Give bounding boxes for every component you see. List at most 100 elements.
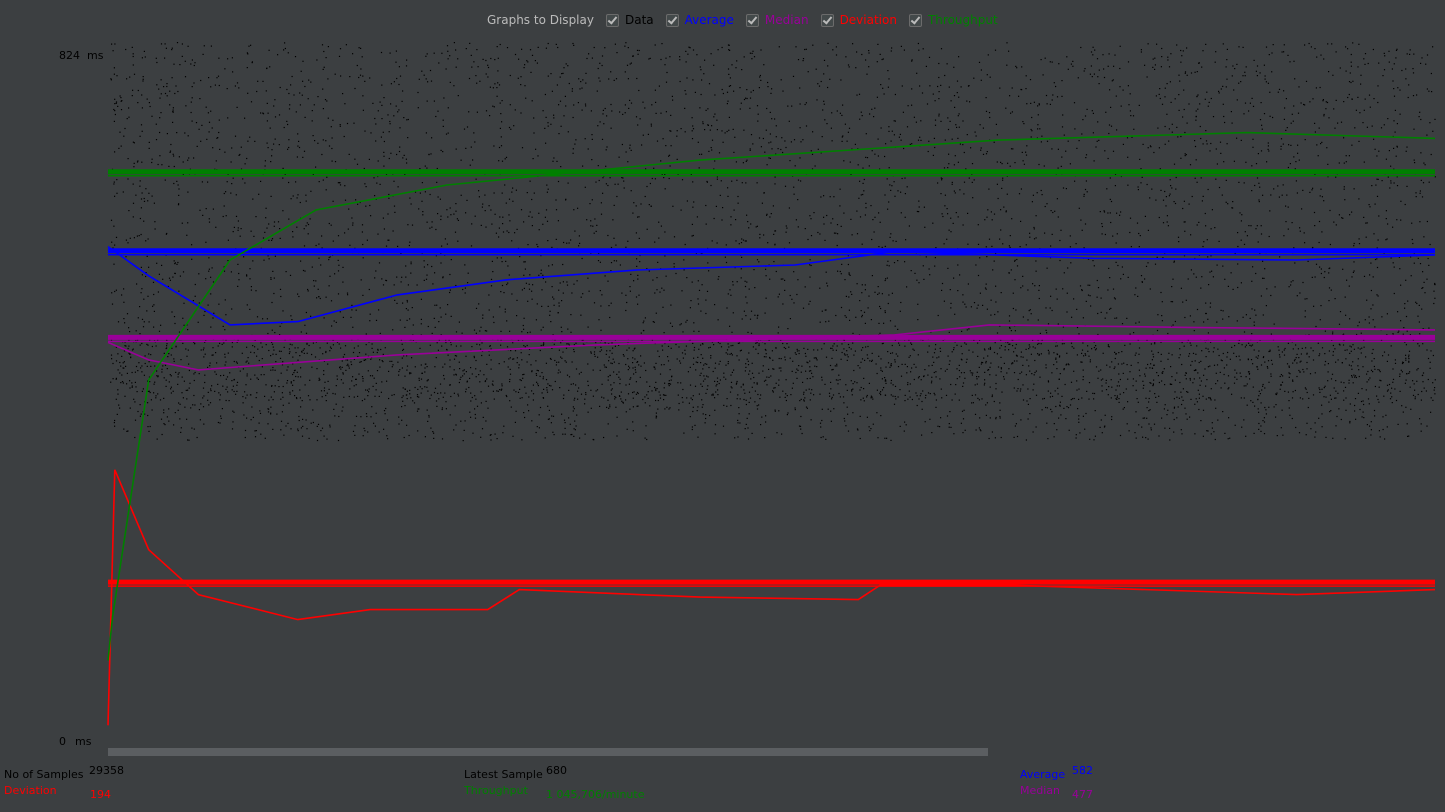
data-point — [1121, 266, 1123, 268]
data-point — [132, 216, 134, 218]
data-point — [669, 56, 671, 58]
data-point — [746, 89, 748, 91]
data-point — [856, 51, 858, 53]
data-point — [1140, 168, 1142, 170]
data-point — [506, 47, 509, 49]
data-point — [925, 65, 927, 67]
data-point — [1292, 380, 1294, 382]
data-point — [508, 274, 510, 276]
data-point — [1114, 185, 1116, 187]
checkbox-icon[interactable] — [605, 13, 619, 27]
data-point — [1171, 301, 1174, 303]
data-point — [113, 422, 115, 424]
data-point — [1282, 375, 1284, 377]
data-point — [420, 392, 422, 394]
data-point — [223, 374, 225, 376]
data-point — [951, 399, 953, 401]
data-point — [429, 193, 431, 196]
data-point — [316, 297, 318, 299]
data-point — [954, 106, 956, 108]
data-point — [482, 416, 484, 418]
data-point — [1186, 122, 1188, 124]
checkbox-icon[interactable] — [820, 13, 834, 27]
data-point — [1320, 268, 1322, 270]
data-point — [895, 240, 897, 242]
data-point — [744, 240, 746, 242]
data-point — [292, 231, 294, 233]
checkbox-average[interactable]: Average — [665, 13, 734, 27]
data-point — [528, 288, 531, 290]
data-point — [219, 422, 221, 424]
data-point — [449, 366, 451, 368]
data-point — [522, 377, 524, 379]
data-point — [437, 392, 439, 394]
data-point — [637, 303, 639, 305]
data-point — [1158, 147, 1160, 149]
data-point — [205, 208, 207, 210]
data-point — [278, 114, 281, 116]
data-point — [799, 425, 802, 427]
data-point — [851, 293, 853, 295]
data-point — [208, 270, 210, 272]
data-point — [143, 374, 145, 376]
data-point — [124, 395, 126, 397]
data-point — [716, 381, 719, 383]
data-point — [397, 186, 399, 188]
data-point — [1206, 143, 1208, 145]
checkbox-data[interactable]: Data — [605, 13, 654, 27]
data-point — [996, 183, 998, 185]
data-point — [1083, 70, 1085, 72]
data-point — [361, 400, 363, 402]
data-point — [1107, 65, 1109, 67]
data-point — [711, 240, 713, 242]
checkbox-icon[interactable] — [908, 13, 922, 27]
data-point — [242, 402, 244, 404]
data-point — [338, 415, 340, 418]
data-point — [1269, 349, 1271, 351]
data-point — [246, 157, 248, 160]
data-point — [417, 107, 419, 109]
data-point — [224, 353, 226, 355]
checkbox-icon[interactable] — [745, 13, 759, 27]
data-point — [977, 243, 980, 245]
data-point — [374, 195, 376, 197]
data-point — [1295, 357, 1297, 359]
data-point — [339, 182, 341, 184]
data-point — [994, 313, 996, 316]
data-point — [770, 141, 772, 143]
data-point — [961, 353, 963, 355]
data-point — [1264, 387, 1266, 389]
data-point — [521, 359, 523, 361]
data-point — [250, 101, 253, 103]
data-point — [555, 209, 558, 211]
data-point — [148, 361, 150, 363]
data-point — [1278, 349, 1280, 351]
data-point — [1065, 188, 1067, 190]
checkbox-icon[interactable] — [665, 13, 679, 27]
checkbox-throughput[interactable]: Throughput — [908, 13, 998, 27]
data-point — [219, 342, 221, 344]
data-point — [326, 100, 328, 102]
data-point — [1016, 265, 1019, 267]
data-point — [392, 230, 394, 232]
data-point — [323, 360, 325, 362]
data-point — [725, 352, 727, 354]
data-point — [775, 153, 777, 155]
data-point — [983, 348, 986, 350]
data-point — [698, 393, 700, 395]
data-point — [752, 89, 754, 92]
data-point — [876, 412, 878, 414]
data-point — [647, 397, 649, 399]
data-point — [547, 383, 549, 385]
data-point — [380, 391, 382, 393]
data-point — [176, 132, 178, 134]
data-point — [897, 260, 899, 262]
data-point — [1164, 427, 1166, 429]
data-point — [888, 294, 890, 296]
data-point — [568, 242, 570, 244]
data-point — [433, 100, 435, 102]
checkbox-deviation[interactable]: Deviation — [820, 13, 897, 27]
data-point — [716, 119, 718, 121]
checkbox-median[interactable]: Median — [745, 13, 809, 27]
data-point — [169, 374, 171, 376]
